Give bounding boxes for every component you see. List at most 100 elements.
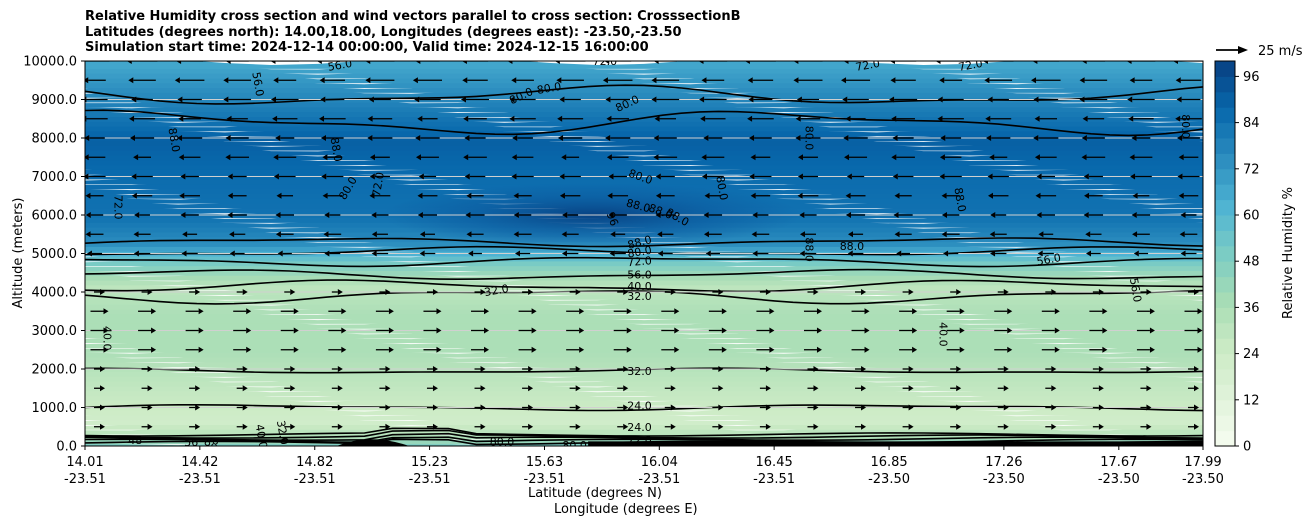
wind-arrow-upper-head [320, 96, 326, 103]
contour-label: 32.0 [627, 365, 652, 378]
wind-arrow-lower-head [670, 289, 676, 295]
wind-arrow-upper-head [797, 154, 803, 161]
wind-arrow-upper-head [85, 154, 89, 161]
x-tick-label-lat: 17.99 [1184, 455, 1221, 470]
wind-arrow-lower-head [528, 385, 534, 392]
wind-arrow-lower-head [1098, 385, 1104, 392]
wind-arrow-upper-head [651, 96, 657, 103]
wind-arrow-upper-head [1083, 173, 1089, 180]
wind-arrow-upper-head [937, 96, 943, 103]
wind-arrow-lower-head [1102, 346, 1108, 353]
wind-arrow-upper-head [698, 61, 704, 64]
x-tick-label-lon: -23.51 [753, 472, 795, 487]
contour-label: 72.0 [593, 55, 618, 68]
humidity-band [85, 389, 1203, 401]
wind-arrow-lower-head [721, 346, 727, 353]
wind-arrow-upper-head [943, 250, 949, 257]
wind-arrow-upper-head [937, 115, 943, 122]
wind-arrow-lower-head [912, 308, 918, 315]
contour-label: 56 [184, 436, 198, 449]
wind-arrow-upper-head [176, 61, 182, 64]
wind-arrow-upper-head [935, 61, 941, 64]
wind-arrow-upper-head [223, 96, 229, 103]
humidity-band [85, 76, 1203, 89]
wind-arrow-upper-head [275, 135, 281, 141]
wind-arrow-upper-head [1085, 231, 1091, 238]
wind-arrow-upper-head [513, 192, 519, 199]
wind-arrow-lower-head [432, 404, 438, 411]
wind-arrow-upper-head [890, 77, 896, 84]
wind-arrow-upper-head [177, 96, 183, 103]
wind-arrow-upper-head [511, 77, 517, 84]
contour-line [85, 279, 1203, 293]
colorbar-segment [1215, 230, 1235, 247]
wind-arrow-lower-head [100, 289, 105, 295]
wind-arrow-upper-head [322, 154, 328, 161]
wind-arrow-upper-head [174, 77, 180, 84]
wind-arrow-upper-head [515, 250, 521, 257]
wind-arrow-lower-head [341, 308, 347, 315]
contour-label: 40.0 [253, 423, 270, 449]
wind-arrow-upper-head [229, 250, 235, 257]
title-line-3: Simulation start time: 2024-12-14 00:00:… [85, 40, 649, 55]
wind-arrow-upper-head [1079, 77, 1085, 84]
wind-arrow-upper-head [990, 212, 996, 218]
wind-arrow-upper-head [845, 115, 851, 122]
wind-arrow-lower-head [1003, 289, 1009, 295]
wind-arrow-lower-head [670, 423, 676, 430]
x-axis-label-lat: Latitude (degrees N) [528, 486, 662, 501]
wind-arrow-upper-head [1128, 115, 1134, 122]
colorbar-tick-label: 24 [1243, 347, 1260, 362]
wind-arrow-upper-head [275, 212, 281, 218]
wind-arrow-lower-head [816, 346, 822, 353]
wind-arrow-upper-head [559, 96, 565, 103]
wind-arrow-upper-head [1175, 115, 1181, 122]
wind-arrow-lower-head [623, 366, 629, 372]
wind-arrow-upper-head [507, 61, 513, 64]
wind-arrow-upper-head [748, 96, 754, 103]
wind-arrow-lower-head [1007, 346, 1013, 353]
wind-arrow-lower-head [290, 366, 296, 372]
wind-arrow-lower-head [861, 385, 867, 392]
wind-arrow-upper-head [365, 77, 371, 84]
wind-arrow-lower-head [861, 423, 867, 430]
wind-arrow-upper-head [463, 154, 469, 161]
wind-arrow-upper-head [273, 154, 279, 161]
wind-arrow-lower-head [1102, 327, 1108, 334]
wind-arrow-upper-head [177, 135, 183, 141]
wind-arrow-lower-head [864, 346, 870, 353]
wind-arrow-upper-head [1176, 96, 1182, 103]
wind-arrow-upper-head [464, 173, 470, 180]
wind-arrow-lower-head [528, 404, 534, 411]
wind-arrow-upper-head [1083, 212, 1089, 218]
colorbar-tick-label: 12 [1243, 393, 1260, 408]
wind-arrow-lower-head [100, 404, 105, 411]
wind-arrow-upper-head [1127, 96, 1133, 103]
wind-arrow-lower-head [385, 423, 391, 430]
contour-label: 88.0 [802, 237, 815, 262]
wind-arrow-upper-head [272, 115, 278, 122]
wind-arrow-upper-head [133, 250, 139, 257]
wind-arrow-lower-head [670, 404, 676, 411]
wind-arrow-upper-head [225, 135, 231, 141]
colorbar-segment [1215, 384, 1235, 401]
wind-arrow-lower-head [147, 289, 153, 295]
wind-arrow-upper-head [273, 173, 279, 180]
wind-arrow-upper-head [461, 61, 467, 64]
wind-arrow-lower-head [246, 308, 252, 315]
y-axis-label: Altitude (meters) [11, 198, 26, 309]
wind-arrow-lower-head [290, 404, 296, 411]
colorbar-tick-label: 48 [1243, 255, 1260, 270]
humidity-band [85, 158, 1203, 170]
wind-arrow-upper-head [989, 231, 995, 238]
humidity-band [85, 61, 1203, 69]
wind-arrow-upper-head [654, 115, 660, 122]
wind-arrow-upper-head [1131, 135, 1137, 141]
wind-arrow-lower-head [293, 327, 299, 334]
wind-arrow-upper-head [559, 192, 565, 199]
wind-arrow-lower-head [579, 346, 585, 353]
wind-arrow-lower-head [385, 366, 391, 372]
wind-arrow-lower-head [670, 366, 676, 372]
wind-arrow-lower-head [484, 308, 490, 315]
wind-arrow-upper-head [793, 77, 799, 84]
